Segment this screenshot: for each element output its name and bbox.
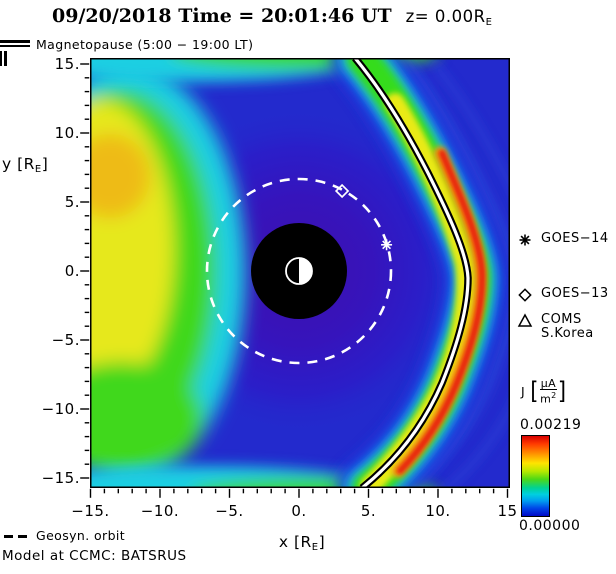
- y-tick-label: −10.: [41, 400, 80, 418]
- model-caption: Model at CCMC: BATSRUS: [2, 548, 187, 564]
- title-datetime: 09/20/2018 Time = 20:01:46 UT: [52, 5, 392, 27]
- colorbar-unit-fraction: μA m2: [539, 377, 557, 406]
- asterisk-icon: [519, 234, 531, 246]
- x-tick-label: 10.: [425, 502, 451, 520]
- flank-strips: [90, 58, 436, 488]
- tick-mark: [382, 240, 392, 250]
- y-axis-label: y [RE]: [2, 155, 49, 175]
- y-tick-label: 10.: [54, 124, 80, 142]
- goes-13-marker: [334, 183, 350, 199]
- legend-label-coms: COMS S.Korea: [541, 312, 594, 341]
- legend-item-goes13: GOES−13: [517, 287, 609, 303]
- double-line-icon: [0, 40, 30, 49]
- x-tick-label: 5.: [360, 502, 377, 520]
- plot-border: [90, 58, 510, 488]
- x-tick-label: −5.: [215, 502, 244, 520]
- legend-item-coms: COMS S.Korea: [517, 313, 594, 341]
- goes-14-marker: [381, 239, 393, 251]
- triangle-icon: [517, 313, 533, 327]
- satellite-markers: [334, 183, 393, 251]
- x-tick-label: −15.: [71, 502, 110, 520]
- y-tick-label: 0.: [64, 262, 80, 280]
- y-tick-label: −15.: [41, 469, 80, 487]
- colorbar-quantity: J: [521, 383, 525, 399]
- magnetopause-legend: Magnetopause (5:00 − 19:00 LT): [0, 37, 253, 52]
- legend-item-goes14: GOES−14: [517, 232, 609, 248]
- geosyn-orbit-label: Geosyn. orbit: [36, 528, 126, 543]
- geosync-orbit-circle: [205, 177, 393, 365]
- title-z-slice: z= 0.00RE: [405, 7, 493, 28]
- magnetopause-legend-label: Magnetopause (5:00 − 19:00 LT): [36, 37, 254, 52]
- diamond-marker-shape: [334, 183, 350, 199]
- heatmap-plot: [90, 58, 510, 488]
- colorbar-min-value: 0.00000: [519, 518, 581, 534]
- x-tick-label: 15: [497, 502, 518, 520]
- magnetopause-curve-sample-icon: [0, 51, 9, 66]
- x-tick-label: 0.: [291, 502, 307, 520]
- plot-title: 09/20/2018 Time = 20:01:46 UT z= 0.00RE: [52, 5, 492, 28]
- x-axis-label: x [RE]: [278, 533, 326, 553]
- magnetopause-curve: [352, 58, 472, 488]
- heatmap-canvas: [90, 58, 510, 488]
- y-tick-label: 5.: [64, 193, 80, 211]
- colorbar-gradient: [521, 435, 550, 517]
- y-tick-label: 15.: [54, 55, 80, 73]
- dashed-line-icon: [4, 526, 32, 545]
- legend-label-goes14: GOES−14: [541, 231, 609, 246]
- colorbar-title: J [μA m2]: [521, 377, 567, 406]
- y-tick-label: −5.: [51, 331, 80, 349]
- tail-current-blob: [90, 65, 246, 481]
- colorbar-max-value: 0.00219: [520, 417, 582, 433]
- diamond-icon: [518, 288, 532, 302]
- title-z-subscript: E: [485, 17, 493, 28]
- earth-symbol: [285, 257, 313, 285]
- sheath-ripples: [400, 58, 510, 488]
- legend-label-goes13: GOES−13: [541, 286, 609, 301]
- x-tick-label: −10.: [140, 502, 180, 520]
- geosyn-orbit-legend: Geosyn. orbit: [4, 526, 125, 545]
